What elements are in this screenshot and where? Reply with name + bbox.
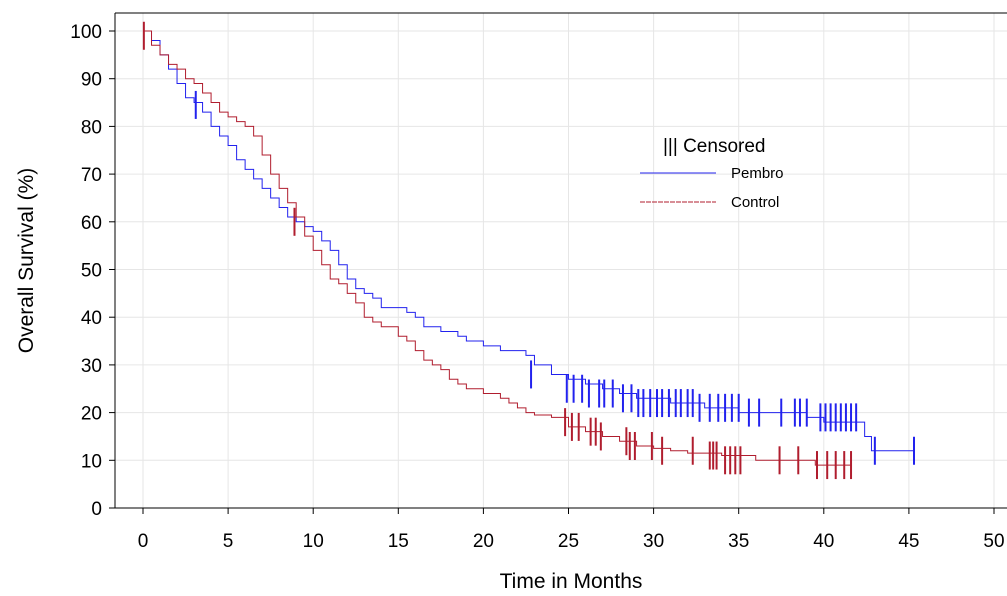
x-tick-label: 50	[983, 531, 1004, 552]
x-tick-label: 40	[813, 531, 834, 552]
legend-label-pembro: Pembro	[731, 165, 784, 182]
axes	[114, 12, 1007, 509]
grid-lines	[115, 13, 1007, 509]
y-tick-label: 80	[81, 117, 102, 138]
survival-curve-control	[143, 30, 852, 466]
y-tick-label: 70	[81, 165, 102, 186]
x-tick-label: 15	[388, 531, 409, 552]
y-tick-label: 100	[70, 22, 102, 43]
x-axis-title: Time in Months	[500, 570, 643, 593]
y-tick-label: 60	[81, 213, 102, 234]
legend: ||| Censored Pembro Control	[640, 136, 784, 211]
y-tick-label: 90	[81, 70, 102, 91]
y-axis-title: Overall Survival (%)	[15, 168, 38, 354]
x-tick-label: 35	[728, 531, 749, 552]
censor-marks	[142, 21, 916, 480]
x-tick-label: 45	[898, 531, 919, 552]
y-tick-label: 30	[81, 356, 102, 377]
y-tick-label: 20	[81, 404, 102, 425]
legend-title: ||| Censored	[663, 136, 765, 157]
x-tick-label: 0	[138, 531, 149, 552]
x-tick-label: 5	[223, 531, 234, 552]
x-tick-label: 30	[643, 531, 664, 552]
y-tick-label: 10	[81, 451, 102, 472]
y-tick-label: 50	[81, 261, 102, 282]
x-tick-label: 25	[558, 531, 579, 552]
y-tick-label: 40	[81, 308, 102, 329]
axis-ticks: 0 5 10 15 20 25 30 35 40 45 50 0 10 20 30 40 50 60 70 80 90 1…	[70, 22, 1004, 552]
legend-label-control: Control	[731, 194, 779, 211]
survival-curve-pembro	[143, 30, 915, 452]
series-group	[143, 30, 915, 466]
x-tick-label: 10	[303, 531, 324, 552]
y-tick-label: 0	[91, 499, 102, 520]
x-tick-label: 20	[473, 531, 494, 552]
